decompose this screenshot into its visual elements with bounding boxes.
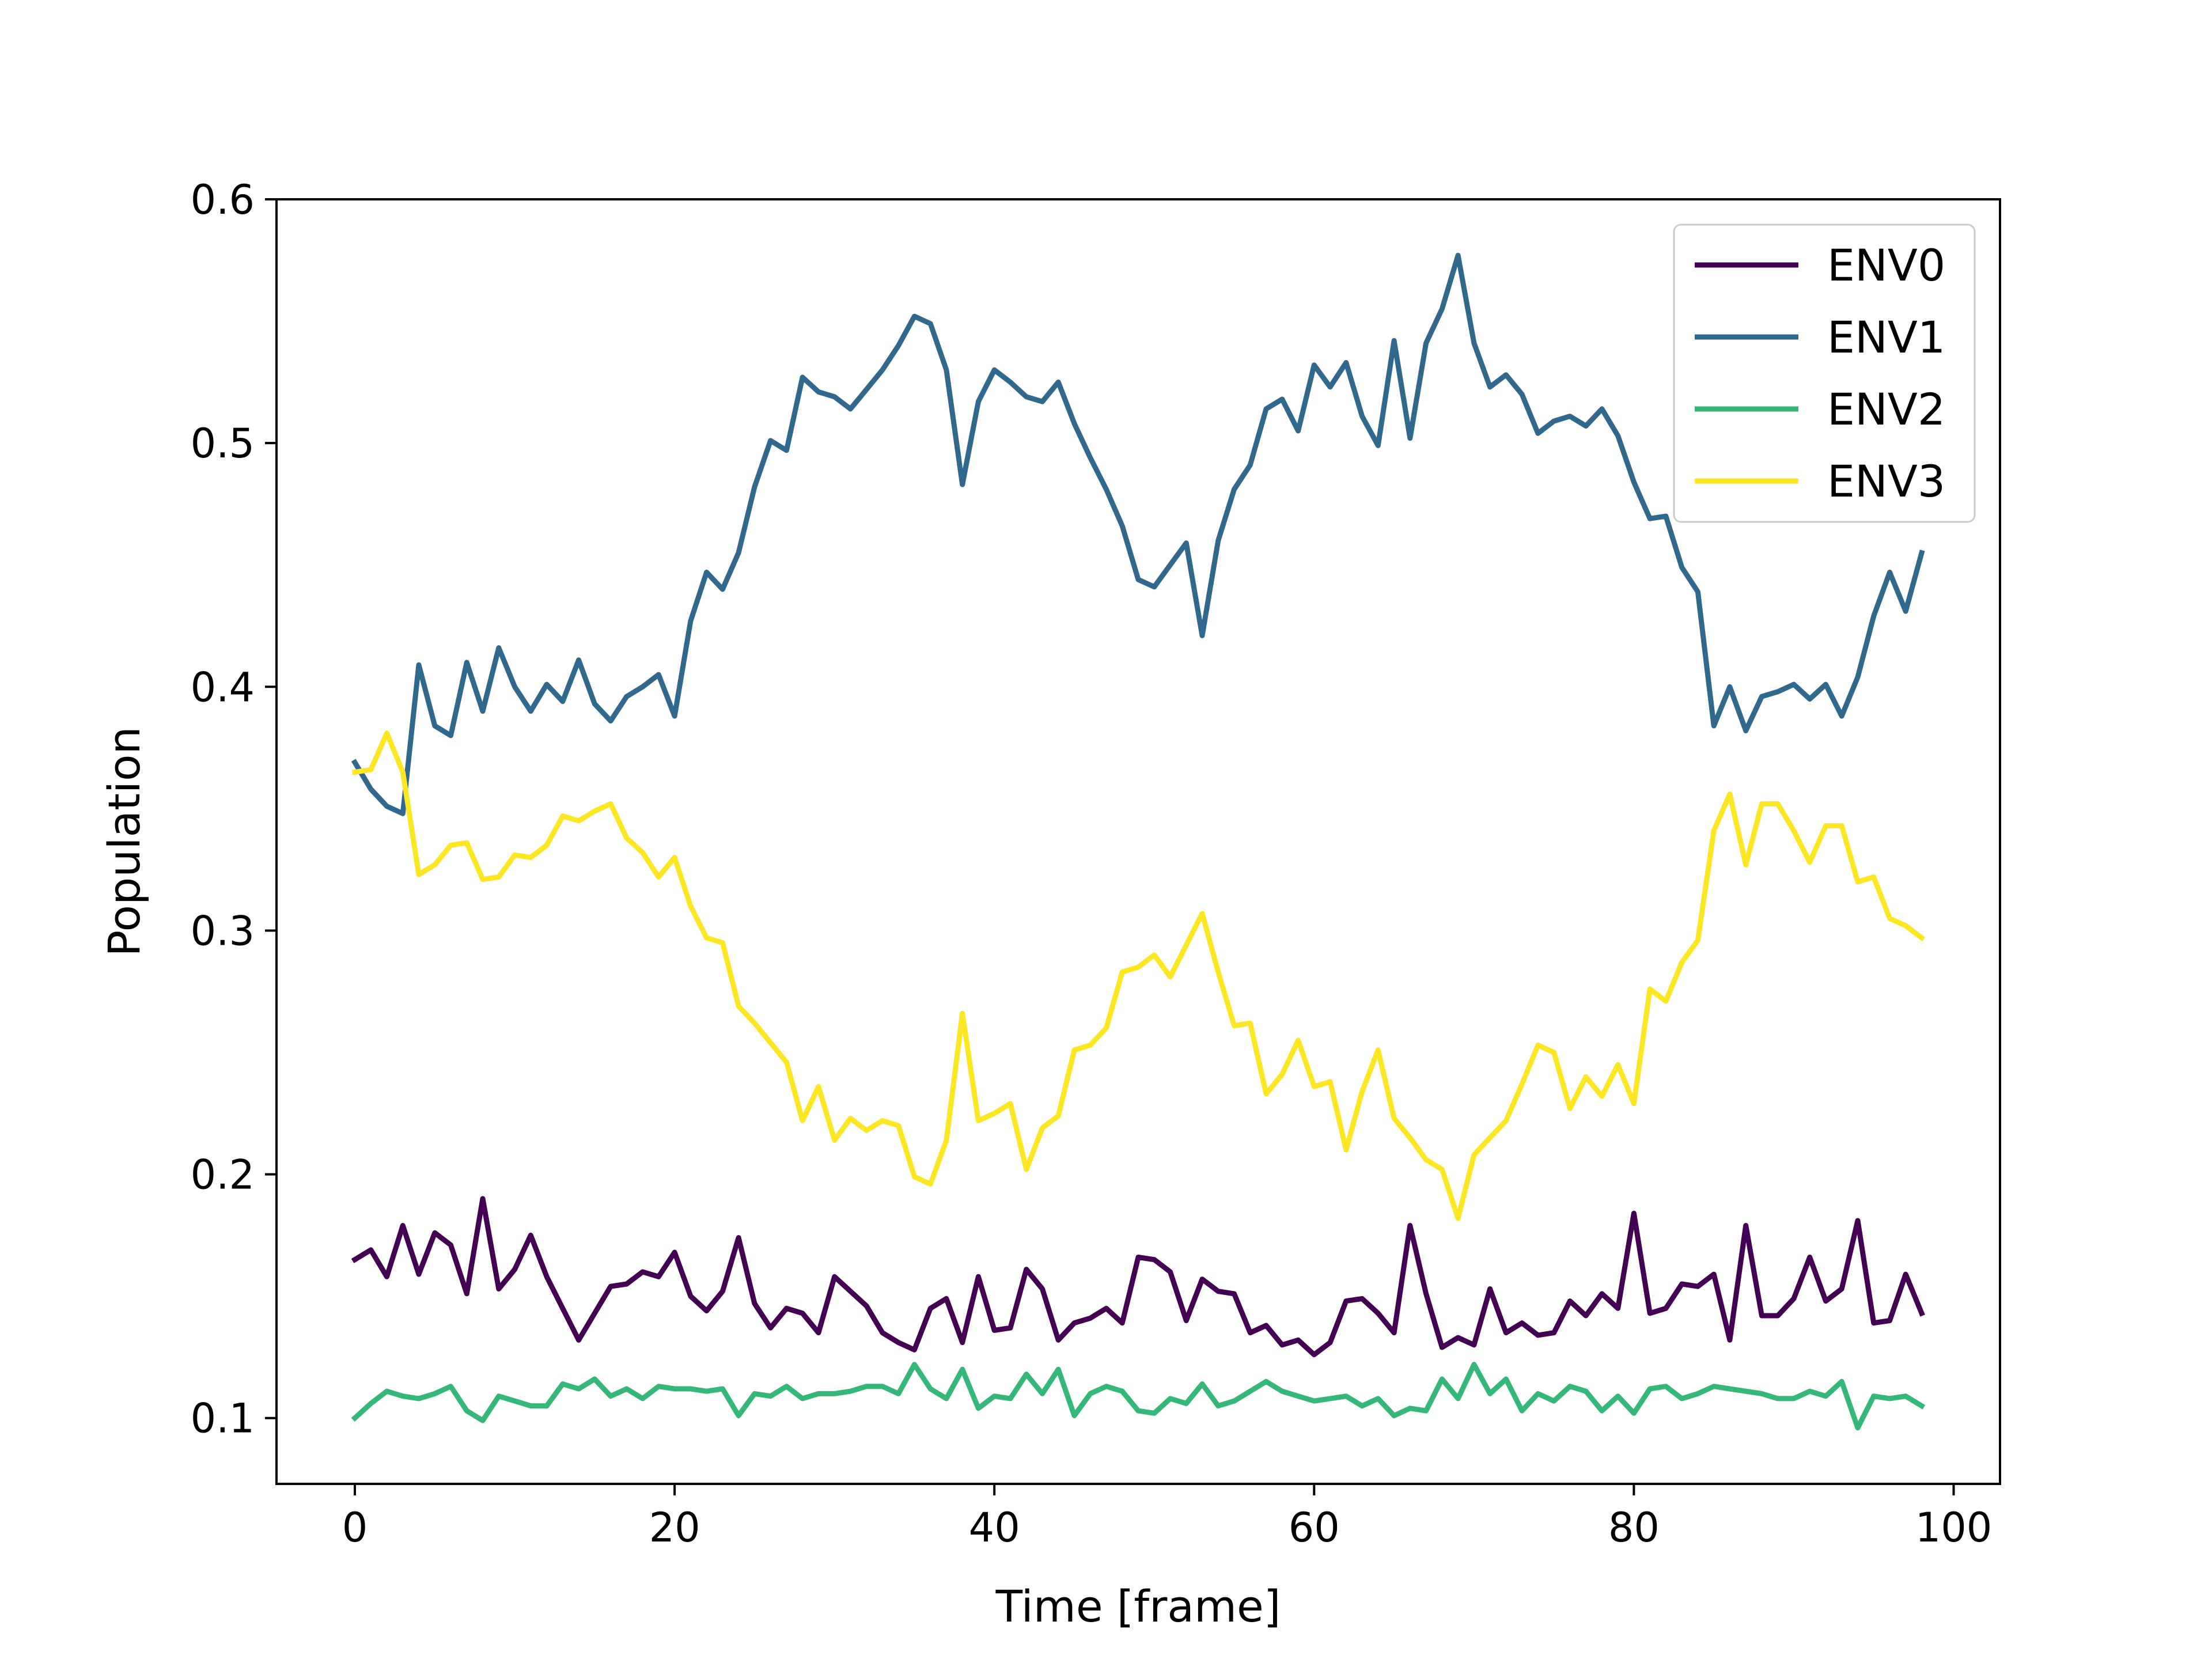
legend-label-env3: ENV3	[1827, 456, 1945, 507]
legend: ENV0 ENV1 ENV2 ENV3	[1673, 224, 1976, 523]
y-axis-ticks: 0.1 0.2 0.3 0.4 0.5 0.6	[191, 176, 276, 1442]
y-tick-label: 0.5	[191, 420, 255, 467]
legend-entries: ENV0 ENV1 ENV2 ENV3	[1695, 240, 1945, 507]
x-tick-label: 100	[1915, 1504, 1993, 1551]
y-tick-label: 0.1	[191, 1395, 255, 1442]
x-tick-label: 40	[969, 1504, 1020, 1551]
x-tick-label: 80	[1608, 1504, 1660, 1551]
series-line-env0	[351, 1196, 1925, 1358]
legend-box	[1673, 224, 1976, 523]
x-tick-label: 60	[1289, 1504, 1340, 1551]
series-layer	[351, 252, 1926, 1431]
series-line-env3	[351, 730, 1926, 1221]
x-tick-label: 20	[649, 1504, 700, 1551]
y-tick-label: 0.3	[191, 907, 255, 955]
y-tick-label: 0.6	[191, 176, 255, 224]
y-axis-label: Population	[99, 726, 150, 956]
series-line-env1	[351, 252, 1925, 816]
y-tick-label: 0.4	[191, 664, 255, 711]
series-line-env2	[351, 1362, 1926, 1431]
x-axis-label: Time [frame]	[995, 1581, 1281, 1632]
legend-label-env1: ENV1	[1827, 312, 1945, 363]
legend-label-env2: ENV2	[1827, 384, 1945, 435]
legend-label-env0: ENV0	[1827, 240, 1945, 291]
x-axis-ticks: 0 20 40 60 80 100	[342, 1484, 1993, 1551]
plot-frame	[275, 198, 2001, 1485]
x-tick-label: 0	[342, 1504, 368, 1551]
y-tick-label: 0.2	[191, 1152, 255, 1199]
